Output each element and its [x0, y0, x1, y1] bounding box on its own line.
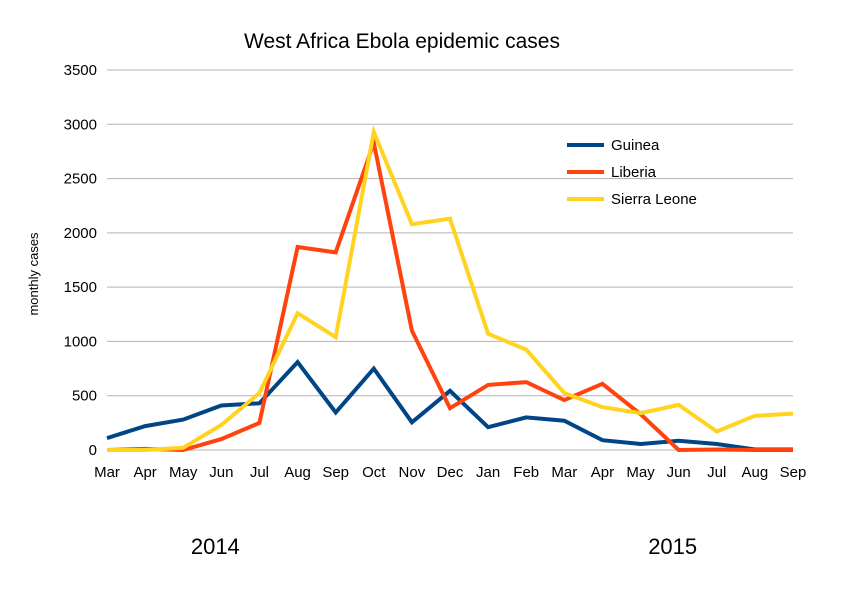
- x-tick-label: Oct: [362, 464, 386, 481]
- y-tick-label: 2000: [64, 225, 97, 242]
- y-tick-label: 0: [89, 442, 97, 459]
- legend-label-liberia: Liberia: [611, 164, 657, 181]
- series-line-liberia: [106, 135, 793, 453]
- x-tick-label: Mar: [94, 464, 120, 481]
- x-tick-label: Jun: [209, 464, 233, 481]
- year-label: 2014: [191, 534, 240, 559]
- x-tick-label: May: [169, 464, 198, 481]
- y-tick-label: 1500: [64, 279, 97, 296]
- y-axis-label: monthly cases: [26, 232, 41, 316]
- y-tick-label: 1000: [64, 333, 97, 350]
- gridlines: [107, 69, 793, 451]
- x-tick-label: Jul: [707, 464, 726, 481]
- x-tick-label: Apr: [591, 464, 614, 481]
- x-tick-label: Jun: [667, 464, 691, 481]
- year-labels: 2014 2015: [191, 534, 697, 559]
- x-tick-label: Dec: [437, 464, 464, 481]
- x-tick-labels: Mar Apr May Jun Jul Aug Sep Oct Nov Dec Jan Feb Mar A…: [94, 464, 806, 481]
- y-tick-labels: 0 500 1000 1500 2000 2500 3000 3500: [64, 62, 97, 459]
- legend-label-guinea: Guinea: [611, 137, 660, 154]
- x-tick-label: Aug: [284, 464, 311, 481]
- y-tick-label: 500: [72, 388, 97, 405]
- series-lines: [106, 124, 794, 453]
- series-line-sierra-leone: [107, 124, 794, 452]
- year-label: 2015: [648, 534, 697, 559]
- chart-title: West Africa Ebola epidemic cases: [244, 30, 560, 53]
- x-tick-label: Nov: [399, 464, 426, 481]
- y-tick-label: 3500: [64, 62, 97, 79]
- x-tick-label: May: [626, 464, 655, 481]
- legend-label-sierra-leone: Sierra Leone: [611, 191, 697, 208]
- y-tick-label: 2500: [64, 171, 97, 188]
- x-tick-label: Jan: [476, 464, 500, 481]
- y-tick-label: 3000: [64, 116, 97, 133]
- legend: Guinea Liberia Sierra Leone: [567, 137, 697, 208]
- x-tick-label: Sep: [780, 464, 807, 481]
- x-tick-label: Sep: [322, 464, 349, 481]
- x-tick-label: Mar: [551, 464, 577, 481]
- x-tick-label: Apr: [133, 464, 156, 481]
- x-tick-label: Jul: [250, 464, 269, 481]
- series-line-guinea: [106, 358, 793, 452]
- x-tick-label: Aug: [742, 464, 769, 481]
- x-tick-label: Feb: [513, 464, 539, 481]
